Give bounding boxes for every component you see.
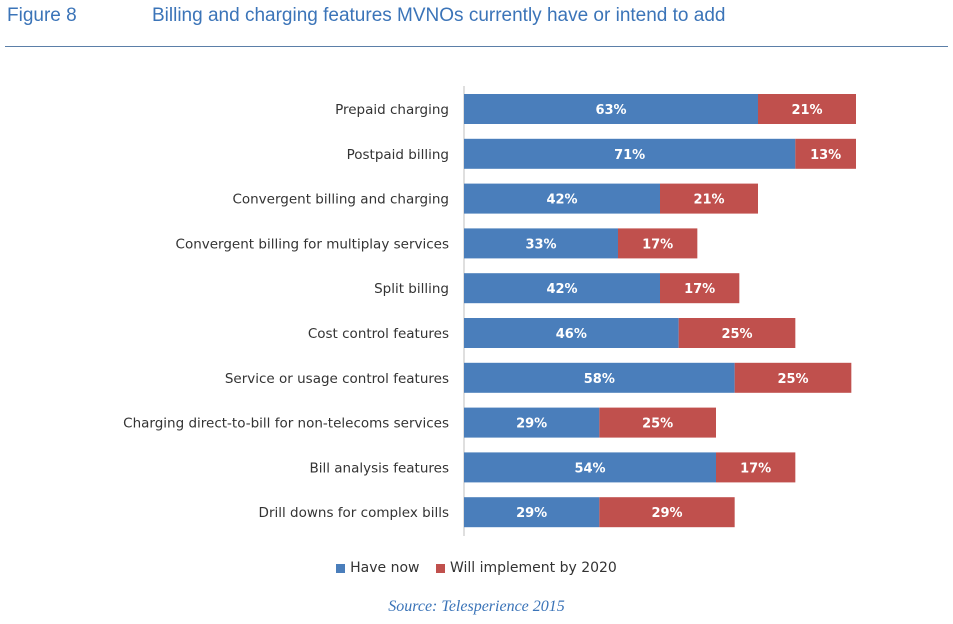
bar-have-now — [464, 318, 679, 348]
bar-have-now — [464, 228, 618, 259]
bar-have-now — [464, 94, 758, 124]
bar-value-label: 42% — [546, 193, 577, 208]
bar-will-implement — [660, 273, 740, 304]
bar-have-now — [464, 497, 600, 528]
legend-swatch-will-implement — [435, 563, 445, 573]
figure-label: Figure 8 — [7, 5, 77, 26]
bar-have-now — [464, 362, 735, 393]
bar-value-label: 25% — [721, 327, 752, 342]
bar-value-label: 17% — [642, 237, 673, 252]
bar-value-label: 58% — [584, 372, 615, 387]
legend-item-have-now: Have now — [336, 560, 420, 576]
bar-value-label: 21% — [791, 103, 822, 118]
source-note: Source: Telesperience 2015 — [388, 598, 565, 615]
figure-title: Billing and charging features MVNOs curr… — [152, 5, 726, 26]
bar-value-label: 29% — [516, 506, 547, 521]
bar-value-label: 25% — [777, 372, 808, 387]
figure-header: Figure 8 Billing and charging features M… — [0, 0, 953, 48]
bar-value-label: 17% — [684, 282, 715, 297]
header-divider — [5, 46, 948, 47]
bar-have-now — [464, 273, 660, 304]
bar-value-label: 17% — [740, 461, 771, 476]
chart-legend: Have now Will implement by 2020 — [0, 560, 953, 577]
bar-will-implement — [660, 183, 758, 214]
category-label: Split billing — [374, 281, 449, 297]
bar-value-label: 29% — [516, 417, 547, 432]
bar-value-label: 63% — [595, 103, 626, 118]
category-label: Cost control features — [308, 326, 449, 342]
bar-will-implement — [716, 452, 796, 483]
bar-value-label: 29% — [651, 506, 682, 521]
legend-item-will-implement: Will implement by 2020 — [435, 560, 617, 576]
bar-value-label: 21% — [693, 193, 724, 208]
bar-will-implement — [795, 138, 856, 169]
category-label: Convergent billing and charging — [232, 192, 449, 208]
bar-have-now — [464, 452, 716, 483]
bar-will-implement — [678, 318, 796, 348]
bar-have-now — [464, 407, 600, 438]
bar-have-now — [464, 183, 660, 214]
category-label: Charging direct-to-bill for non-telecoms… — [123, 416, 449, 432]
bar-value-label: 33% — [525, 237, 556, 252]
legend-swatch-have-now — [336, 563, 346, 573]
bar-value-label: 71% — [614, 148, 645, 163]
bar-value-label: 42% — [546, 282, 577, 297]
category-label: Service or usage control features — [225, 371, 449, 387]
category-label: Bill analysis features — [309, 460, 449, 476]
bar-value-label: 46% — [556, 327, 587, 342]
bar-value-label: 13% — [810, 148, 841, 163]
bar-will-implement — [758, 94, 856, 124]
category-label: Drill downs for complex bills — [259, 505, 449, 521]
bar-will-implement — [599, 407, 716, 438]
bar-will-implement — [734, 362, 852, 393]
legend-label-have-now: Have now — [350, 560, 420, 576]
legend-label-will-implement: Will implement by 2020 — [449, 560, 617, 576]
category-label: Prepaid charging — [335, 102, 449, 118]
category-label: Convergent billing for multiplay service… — [176, 236, 449, 252]
bar-will-implement — [618, 228, 698, 259]
category-label: Postpaid billing — [347, 147, 449, 163]
bar-value-label: 54% — [574, 461, 605, 476]
bar-have-now — [464, 138, 796, 169]
stacked-bar-chart: Prepaid charging Postpaid billing Converge… — [123, 86, 856, 536]
bar-value-label: 25% — [642, 417, 673, 432]
bar-will-implement — [599, 497, 735, 528]
